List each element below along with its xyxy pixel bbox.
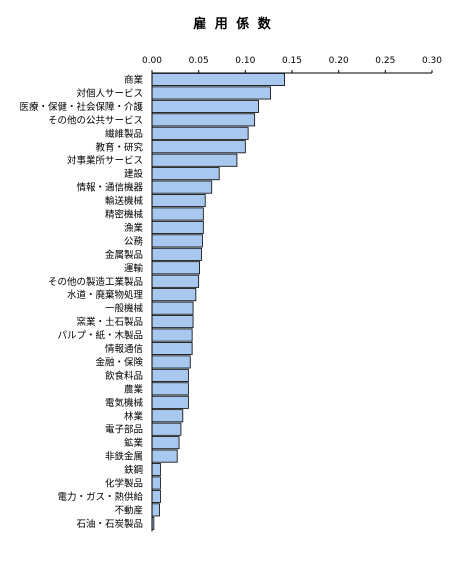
bar [151, 126, 249, 140]
x-tick-label: 0.00 [142, 56, 162, 66]
bar [151, 463, 161, 477]
category-label: 農業 [124, 383, 144, 395]
bar [151, 503, 160, 517]
category-label: 鉄鋼 [124, 464, 143, 476]
category-label: 非鉄金属 [105, 451, 143, 463]
category-label: 化学製品 [105, 478, 143, 490]
category-label: 情報・通信機器 [76, 182, 143, 194]
category-label: 漁業 [124, 222, 144, 234]
category-label: その他の製造工業製品 [48, 276, 143, 288]
bar [151, 261, 200, 275]
bar [151, 436, 180, 450]
category-label: 商業 [124, 74, 144, 86]
category-label: 金融・保険 [95, 356, 143, 368]
bar [151, 167, 220, 181]
category-label: 運輸 [124, 262, 144, 274]
category-label: その他の公共サービス [48, 114, 143, 126]
bar [151, 194, 206, 208]
category-label: 窯業・土石製品 [76, 316, 143, 328]
bar [151, 315, 194, 329]
bar [151, 355, 191, 369]
category-labels: 商業対個人サービス医療・保健・社会保障・介護その他の公共サービス繊維製品教育・研… [19, 74, 143, 530]
x-tick-label: 0.25 [375, 56, 395, 66]
bar [151, 288, 197, 302]
bar [151, 341, 193, 355]
category-label: 輸送機械 [105, 195, 144, 207]
category-label: 医療・保健・社会保障・介護 [19, 101, 143, 113]
bar [151, 180, 213, 194]
category-label: 不動産 [114, 504, 143, 516]
category-label: 林業 [124, 410, 144, 422]
bar [151, 274, 200, 288]
x-tick-label: 0.10 [235, 56, 255, 66]
category-label: 対個人サービス [76, 87, 143, 99]
category-label: 電気機械 [105, 397, 144, 409]
bar [151, 449, 178, 463]
bar [151, 86, 271, 100]
bar [151, 153, 238, 167]
bar [151, 73, 285, 87]
bar [151, 99, 259, 113]
category-label: 金属製品 [105, 249, 143, 261]
bar [151, 113, 256, 127]
bar [151, 247, 202, 261]
x-axis-ticks: 0.00 0.05 0.10 0.15 0.20 0.25 0.30 [142, 56, 442, 73]
bar [151, 409, 184, 423]
bar [151, 301, 194, 315]
category-label: 電子部品 [105, 424, 143, 436]
bar [151, 422, 182, 436]
category-label: 精密機械 [105, 209, 144, 221]
category-label: 飲食料品 [105, 370, 143, 382]
category-label: 電力・ガス・熱供給 [57, 491, 143, 503]
bar [151, 328, 193, 342]
bar [151, 140, 246, 154]
bar [151, 489, 161, 503]
x-tick-label: 0.15 [282, 56, 302, 66]
bar [151, 382, 189, 396]
x-tick-label: 0.20 [329, 56, 349, 66]
category-label: 建設 [124, 168, 144, 180]
category-label: 水道・廃棄物処理 [67, 289, 144, 301]
category-label: 情報通信 [105, 343, 143, 355]
category-label: 公務 [124, 235, 144, 247]
category-label: パルプ・紙・木製品 [57, 330, 143, 342]
bar [151, 220, 204, 234]
category-label: 石油・石炭製品 [76, 518, 143, 530]
x-tick-label: 0.05 [189, 56, 209, 66]
x-tick-label: 0.30 [422, 56, 442, 66]
bars [151, 73, 285, 530]
category-label: 繊維製品 [105, 128, 143, 140]
bar [151, 368, 189, 382]
category-label: 一般機械 [105, 303, 144, 315]
bar [151, 234, 203, 248]
chart-title: 雇 用 係 数 [193, 16, 273, 32]
category-label: 教育・研究 [95, 141, 143, 153]
bar [151, 395, 189, 409]
bar [151, 207, 204, 221]
category-label: 対事業所サービス [67, 155, 143, 167]
bar [151, 476, 161, 490]
category-label: 鉱業 [124, 437, 144, 449]
